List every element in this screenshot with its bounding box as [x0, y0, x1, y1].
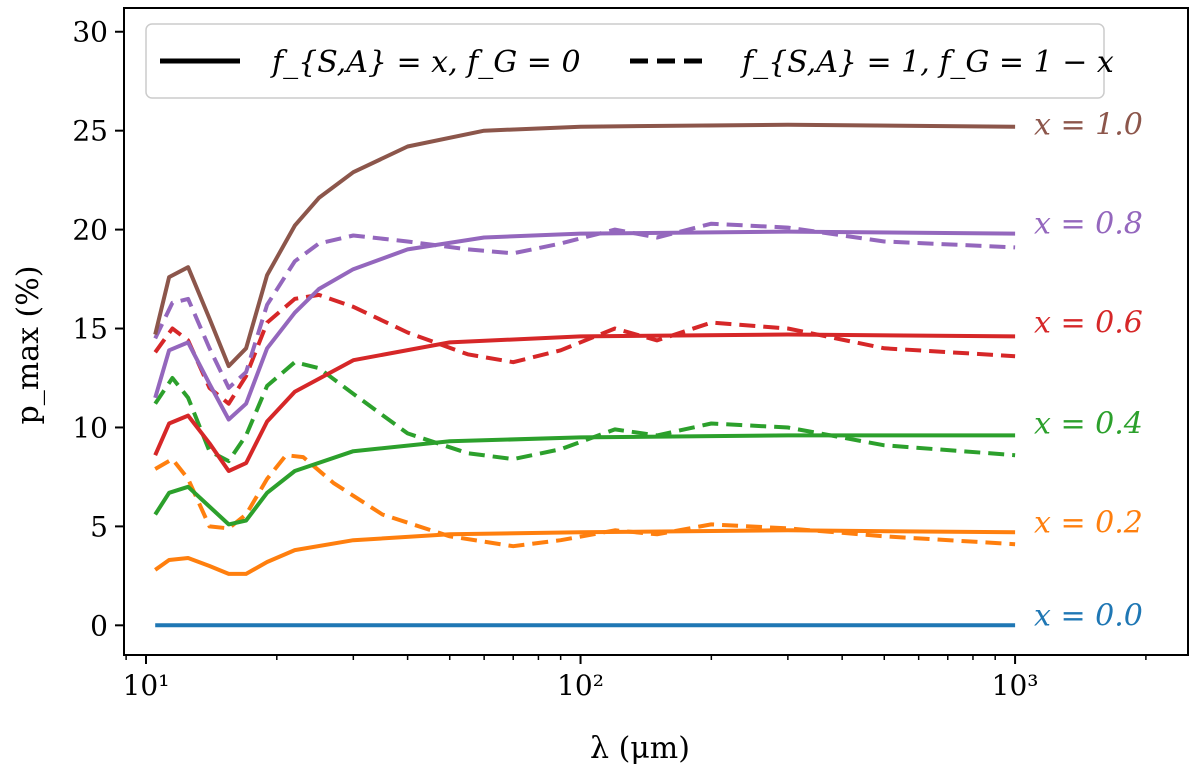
curve-label-3: x = 0.4	[1034, 407, 1143, 442]
x-tick-label-0: 10¹	[123, 669, 170, 702]
legend: f_{S,A} = x, f_G = 0 f_{S,A} = 1, f_G = …	[145, 23, 1114, 99]
axes: 0 5 10 15 20 25 30 10¹ 10² 10³	[72, 16, 1147, 702]
series-line-7	[153, 229, 1016, 422]
x-tick-label-2: 10³	[992, 669, 1039, 702]
y-tick-label-4: 20	[72, 214, 108, 247]
series-line-3	[153, 433, 1016, 527]
series-line-1	[154, 528, 1016, 576]
series-line-6	[153, 292, 1016, 406]
x-axis-label: λ (μm)	[590, 731, 690, 766]
y-tick-label-0: 0	[90, 609, 108, 642]
y-tick-label-1: 5	[90, 510, 108, 543]
series-line-4	[153, 360, 1016, 464]
plot-frame	[123, 7, 1189, 656]
legend-solid-label: f_{S,A} = x, f_G = 0	[270, 45, 581, 80]
series-line-2	[154, 453, 1016, 549]
curve-label-5: x = 0.0	[1034, 598, 1143, 633]
curve-label-4: x = 0.2	[1034, 505, 1143, 540]
y-tick-label-5: 25	[72, 115, 108, 148]
y-tick-label-2: 10	[72, 411, 108, 444]
curve-label-0: x = 1.0	[1034, 108, 1143, 143]
plot-lines: x = 1.0 x = 0.8 x = 0.6 x = 0.4 x = 0.2 x = 0…	[153, 108, 1143, 633]
y-tick-label-6: 30	[72, 16, 108, 49]
legend-box	[145, 23, 1105, 99]
x-tick-label-1: 10²	[557, 669, 604, 702]
y-axis-label: p_max (%)	[11, 266, 46, 425]
series-line-9	[153, 122, 1016, 369]
series-line-8	[153, 221, 1016, 390]
curve-label-1: x = 0.8	[1034, 207, 1143, 242]
legend-dashed-label: f_{S,A} = 1, f_G = 1 − x	[740, 45, 1114, 80]
series-line-5	[153, 332, 1016, 473]
curve-label-2: x = 0.6	[1034, 306, 1143, 341]
y-tick-label-3: 15	[72, 313, 108, 346]
